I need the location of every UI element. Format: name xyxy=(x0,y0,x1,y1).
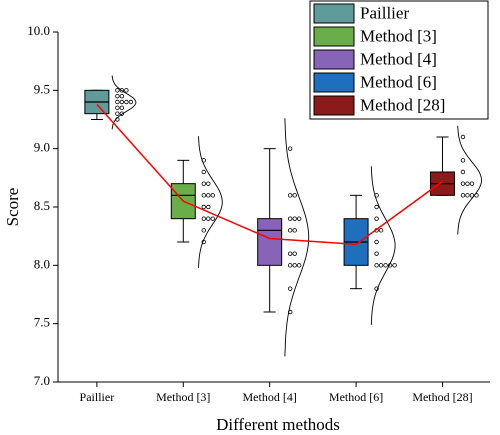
density-curve xyxy=(198,136,223,268)
data-point xyxy=(210,216,215,221)
data-point xyxy=(206,193,211,198)
x-tick-label: Method [4] xyxy=(243,390,297,404)
legend-label: Method [6] xyxy=(360,72,437,91)
density-curve xyxy=(111,75,137,130)
data-point xyxy=(115,105,120,111)
y-tick-label: 8.5 xyxy=(34,198,50,213)
y-tick-label: 10.0 xyxy=(27,23,50,38)
data-point xyxy=(287,146,293,151)
data-point xyxy=(392,263,397,268)
legend-swatch xyxy=(313,49,355,70)
data-point xyxy=(296,263,302,268)
data-point xyxy=(296,216,302,221)
data-point xyxy=(287,216,293,221)
legend-swatch xyxy=(313,95,355,116)
x-tick-label: Method [3] xyxy=(156,390,210,404)
legend-label: Method [3] xyxy=(360,26,437,45)
x-tick-label: Method [6] xyxy=(329,390,383,404)
data-point xyxy=(374,263,379,268)
legend-label: Method [4] xyxy=(360,49,437,68)
data-point xyxy=(469,181,475,186)
data-point xyxy=(292,193,297,198)
x-tick-label: Paillier xyxy=(80,390,115,404)
density-curve xyxy=(284,118,310,357)
data-point xyxy=(374,239,379,245)
data-point xyxy=(119,105,125,111)
data-point xyxy=(124,88,129,93)
legend-label: Method [28] xyxy=(360,95,445,114)
data-point xyxy=(465,193,470,198)
density-curve xyxy=(457,125,482,235)
data-point xyxy=(287,263,293,268)
data-point xyxy=(201,193,206,198)
y-tick-label: 9.5 xyxy=(34,81,50,96)
data-point xyxy=(460,134,466,140)
data-point xyxy=(469,193,475,198)
legend-swatch xyxy=(313,26,355,47)
box xyxy=(257,218,283,266)
data-point xyxy=(374,204,379,210)
data-point xyxy=(292,263,297,268)
data-point xyxy=(115,93,120,99)
data-point xyxy=(201,216,206,221)
data-point xyxy=(465,181,470,186)
y-tick-label: 9.0 xyxy=(34,140,50,155)
data-point xyxy=(383,263,388,268)
data-point xyxy=(128,99,134,105)
data-point xyxy=(201,204,206,210)
data-point xyxy=(378,263,384,268)
data-point xyxy=(206,216,211,221)
data-point xyxy=(374,216,379,221)
data-point xyxy=(206,204,211,210)
data-point xyxy=(115,111,120,116)
density-curve xyxy=(370,166,396,325)
data-point xyxy=(287,286,293,291)
data-point xyxy=(119,93,125,99)
data-point xyxy=(124,99,129,105)
y-tick-label: 8.0 xyxy=(34,256,50,271)
data-point xyxy=(292,228,297,233)
data-point xyxy=(119,99,125,105)
data-point xyxy=(115,88,120,93)
legend-label: Paillier xyxy=(360,3,409,22)
legend-swatch xyxy=(313,3,355,24)
y-tick-label: 7.0 xyxy=(34,373,50,388)
data-point xyxy=(460,193,466,198)
data-point xyxy=(210,193,215,198)
x-tick-label: Method [28] xyxy=(412,390,472,404)
data-point xyxy=(460,169,466,175)
x-axis-label: Different methods xyxy=(216,415,340,434)
data-point xyxy=(292,216,297,221)
y-tick-label: 7.5 xyxy=(34,315,50,330)
data-point xyxy=(201,228,206,233)
data-point xyxy=(374,251,379,256)
data-point xyxy=(287,228,293,233)
data-point xyxy=(378,228,384,233)
mean-line xyxy=(96,103,443,246)
data-point xyxy=(460,181,466,186)
data-point xyxy=(206,181,211,186)
y-axis-label: Score xyxy=(3,188,22,227)
data-point xyxy=(292,251,297,256)
data-point xyxy=(460,158,466,163)
data-point xyxy=(201,181,206,186)
data-point xyxy=(115,99,120,105)
legend-swatch xyxy=(313,72,355,93)
data-point xyxy=(201,169,206,175)
data-point xyxy=(287,251,293,256)
data-point xyxy=(287,193,293,198)
